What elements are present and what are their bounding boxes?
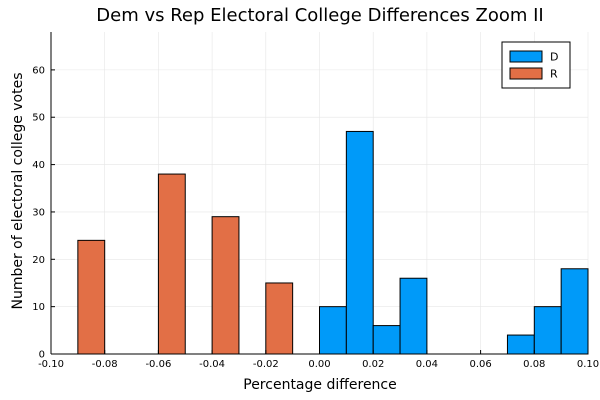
x-tick-label: -0.06 (145, 359, 171, 370)
bar-r-2 (211, 216, 240, 355)
y-tick-label: 60 (32, 65, 45, 76)
legend-label-r: R (550, 68, 558, 81)
y-axis-label: Number of electoral college votes (10, 72, 26, 309)
legend-label-d: D (550, 51, 558, 64)
bar-d-1 (345, 130, 374, 355)
legend-box (501, 41, 571, 89)
bar-d-4 (506, 334, 535, 355)
x-tick-label: 0.02 (362, 359, 384, 370)
y-tick-label: 20 (32, 255, 45, 266)
bar-d-0 (319, 306, 347, 355)
x-tick-label: 0.06 (469, 359, 491, 370)
x-tick-label: -0.04 (199, 359, 225, 370)
x-tick-label: 0.10 (577, 359, 599, 370)
x-tick-label: -0.10 (38, 359, 64, 370)
y-tick-label: 0 (39, 350, 45, 361)
legend-swatch-d (509, 50, 543, 63)
axes: -0.10 -0.08 -0.06 -0.04 -0.02 0.00 0.02 0.04 0.0… (32, 32, 599, 370)
bar-r-3 (265, 282, 294, 355)
bar-r-0 (77, 239, 106, 355)
bar-d-2 (372, 325, 401, 355)
y-tick-label: 40 (32, 160, 45, 171)
legend-swatch-r (509, 67, 543, 80)
x-tick-label: 0.08 (523, 359, 545, 370)
x-tick-label: 0.00 (308, 359, 330, 370)
x-tick-label: 0.04 (416, 359, 438, 370)
y-tick-label: 30 (32, 207, 45, 218)
bar-d-5 (533, 306, 562, 355)
legend: DR (501, 41, 571, 89)
chart-title: Dem vs Rep Electoral College Differences… (96, 5, 543, 26)
x-axis-label: Percentage difference (243, 377, 397, 393)
bars (77, 130, 589, 355)
y-tick-label: 50 (32, 113, 45, 124)
bar-d-6 (560, 268, 589, 355)
bar-d-3 (399, 277, 428, 355)
bar-r-1 (157, 173, 186, 355)
x-tick-label: -0.08 (92, 359, 118, 370)
x-tick-label: -0.02 (253, 359, 279, 370)
y-tick-label: 10 (32, 302, 45, 313)
